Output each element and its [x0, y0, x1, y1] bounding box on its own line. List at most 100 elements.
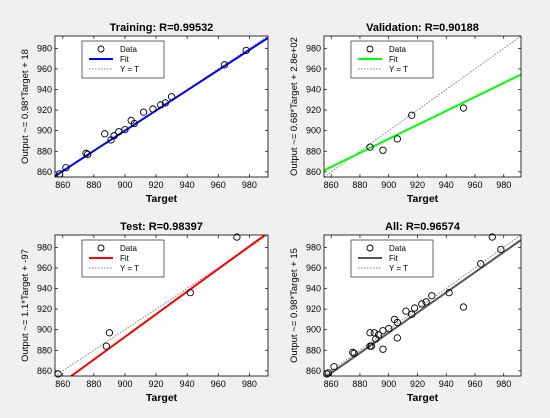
y-tick-label: 920	[306, 304, 321, 314]
data-point	[445, 288, 453, 297]
y-tick-label: 860	[37, 167, 52, 177]
data-point	[418, 300, 426, 308]
y-tick-label: 960	[306, 263, 321, 273]
x-tick-label: 980	[242, 379, 257, 389]
data-point	[459, 303, 468, 311]
y-tick-label: 980	[37, 43, 52, 53]
x-tick-label: 920	[149, 180, 164, 190]
legend-entry-2: Fit	[389, 254, 399, 263]
legend-data-marker	[97, 45, 105, 53]
x-axis-label: Target	[407, 392, 439, 404]
x-tick-label: 960	[467, 180, 482, 190]
plot-panel-2: 860 880 900 920 940 960 980 860 880 900 920 940 960 9…	[289, 22, 522, 205]
y-tick-label: 860	[37, 366, 52, 376]
data-point	[167, 93, 176, 101]
legend-entry-1: Data	[120, 45, 137, 54]
data-point	[488, 233, 496, 241]
y-tick-label: 880	[306, 345, 321, 355]
x-tick-label: 960	[467, 379, 482, 389]
data-point	[139, 108, 148, 116]
plot-title: All: R=0.96574	[385, 221, 461, 233]
y-tick-label: 920	[306, 105, 321, 115]
y-tick-label: 900	[37, 325, 52, 335]
data-point	[130, 119, 138, 128]
x-tick-label: 880	[86, 379, 101, 389]
x-tick-label: 860	[324, 379, 339, 389]
y-tick-label: 880	[37, 345, 52, 355]
data-point	[477, 260, 485, 268]
fit-line	[69, 235, 267, 376]
data-point	[186, 288, 194, 297]
legend-entry-2: Fit	[120, 55, 130, 64]
x-tick-label: 880	[352, 379, 367, 389]
x-tick-label: 980	[242, 180, 257, 190]
y-tick-label: 940	[37, 284, 52, 294]
data-point	[233, 233, 241, 241]
data-point	[105, 329, 114, 337]
x-axis-label: Target	[407, 193, 439, 205]
data-point	[366, 329, 374, 337]
data-point	[83, 150, 92, 159]
data-point	[242, 46, 250, 55]
y-tick-label: 940	[306, 85, 321, 95]
plot-panel-3: 860 880 900 920 940 960 980 860 880 900 920 940 960 9…	[20, 221, 269, 404]
data-point	[385, 325, 393, 333]
identity-line	[324, 235, 521, 376]
y-tick-label: 980	[37, 242, 52, 252]
y-tick-label: 960	[37, 64, 52, 74]
x-tick-label: 860	[55, 379, 70, 389]
y-tick-label: 980	[306, 43, 321, 53]
data-point	[366, 143, 374, 151]
x-tick-label: 900	[381, 379, 396, 389]
x-tick-label: 860	[324, 180, 339, 190]
data-point	[393, 135, 401, 143]
data-point	[350, 349, 358, 358]
y-axis-label: Output ~= 0.98*Target + 15	[289, 248, 300, 363]
y-tick-label: 900	[306, 325, 321, 335]
identity-line	[55, 235, 268, 376]
data-point	[428, 292, 436, 300]
data-point	[349, 348, 357, 356]
y-tick-label: 880	[37, 146, 52, 156]
data-point	[393, 334, 401, 342]
legend-data-marker	[366, 45, 374, 53]
data-point	[220, 61, 229, 69]
legend-entry-1: Data	[389, 45, 406, 54]
x-tick-label: 920	[410, 379, 425, 389]
data-point	[82, 149, 90, 157]
legend-entry-1: Data	[120, 244, 137, 253]
legend-entry-2: Fit	[389, 55, 399, 64]
data-point	[102, 342, 110, 350]
axes-border	[323, 234, 522, 377]
legend-entry-1: Data	[389, 244, 406, 253]
x-tick-label: 900	[381, 180, 396, 190]
data-point	[101, 130, 109, 138]
y-tick-label: 980	[306, 242, 321, 252]
x-axis-label: Target	[146, 193, 178, 205]
axes-border	[54, 35, 269, 178]
y-tick-label: 940	[306, 284, 321, 294]
y-axis-label: Output ~= 0.68*Target + 2.8e+02	[289, 37, 300, 176]
data-point	[410, 304, 419, 312]
x-tick-label: 980	[496, 180, 511, 190]
legend-entry-3: Y = T	[389, 264, 408, 273]
fit-line	[324, 73, 521, 172]
y-tick-label: 920	[37, 304, 52, 314]
y-axis-label: Output ~= 1.1*Target + -97	[20, 249, 31, 362]
data-point	[379, 146, 387, 154]
y-axis-label: Output ~= 0.98*Target + 18	[20, 49, 31, 164]
x-tick-label: 940	[180, 180, 195, 190]
x-tick-label: 920	[149, 379, 164, 389]
data-point	[110, 132, 118, 140]
x-tick-label: 940	[439, 180, 454, 190]
axes-border	[323, 35, 522, 178]
plot-panel-1: 860 880 900 920 940 960 980 860 880 900 920 940 960 9…	[20, 22, 269, 205]
plot-title: Validation: R=0.90188	[366, 22, 479, 34]
y-tick-label: 960	[306, 64, 321, 74]
y-tick-label: 960	[37, 263, 52, 273]
y-tick-label: 900	[306, 126, 321, 136]
